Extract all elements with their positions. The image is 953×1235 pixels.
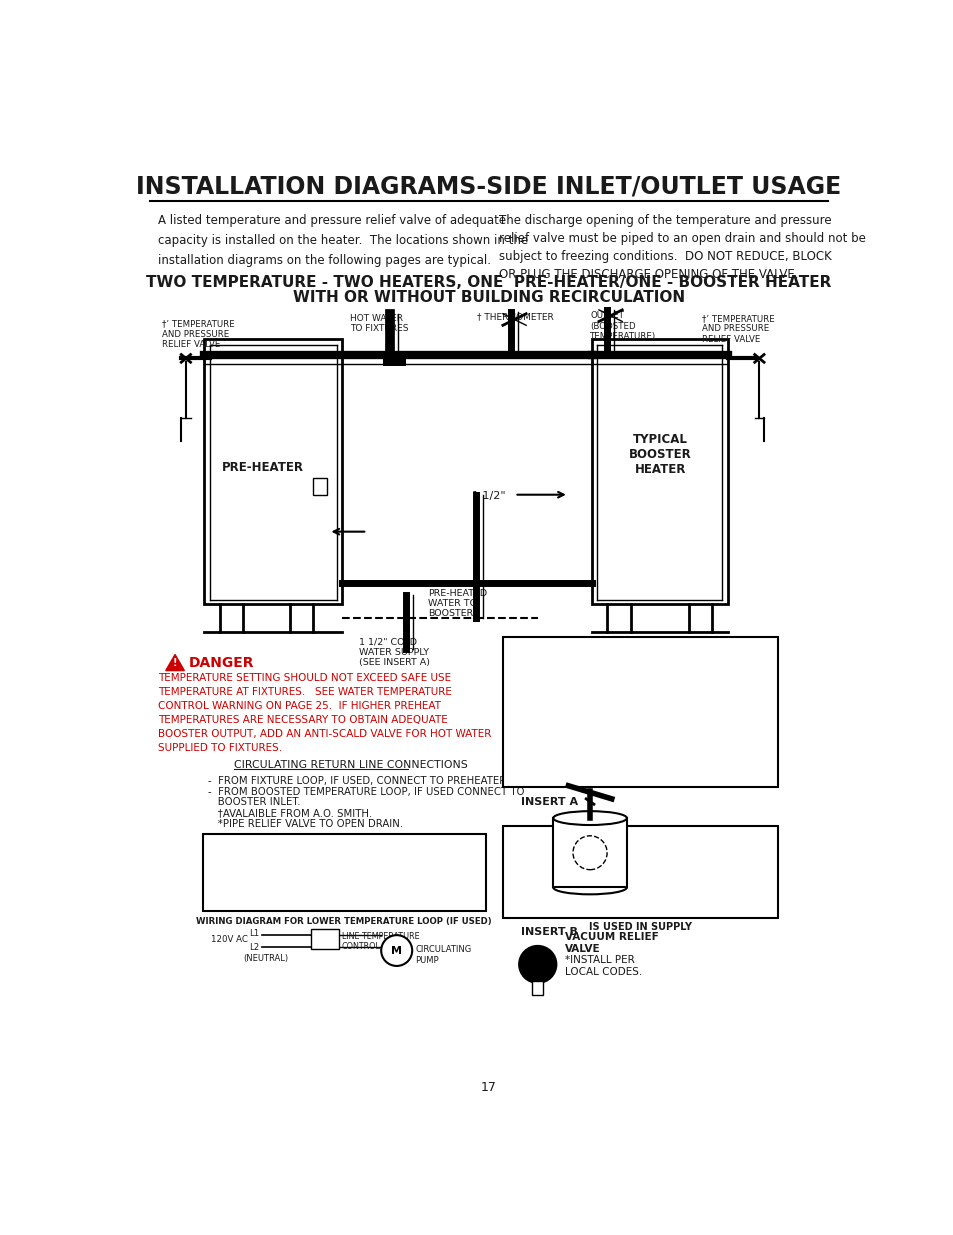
Text: The discharge opening of the temperature and pressure
relief valve must be piped: The discharge opening of the temperature…	[498, 214, 865, 280]
Text: !: !	[172, 658, 177, 668]
Text: INSERT A: INSERT A	[520, 797, 578, 806]
Text: BOOSTER INLET.: BOOSTER INLET.	[208, 798, 300, 808]
Bar	[502, 826, 778, 918]
Text: OUTLET
(BOOSTED
TEMPERATURE): OUTLET (BOOSTED TEMPERATURE)	[590, 311, 656, 341]
Text: 1 1/2": 1 1/2"	[472, 492, 505, 501]
Text: INSTALLATION DIAGRAMS-SIDE INLET/OUTLET USAGE: INSTALLATION DIAGRAMS-SIDE INLET/OUTLET …	[136, 174, 841, 199]
Text: VACUUM RELIEF
VALVE: VACUUM RELIEF VALVE	[564, 932, 658, 953]
Text: HOT WATER
TO FIXTURES: HOT WATER TO FIXTURES	[350, 314, 408, 333]
Text: DANGER: DANGER	[189, 656, 254, 669]
Text: A listed temperature and pressure relief valve of adequate
capacity is installed: A listed temperature and pressure relief…	[158, 214, 528, 267]
Text: 1 1/2" COLD
WATER SUPPLY
(SEE INSERT A): 1 1/2" COLD WATER SUPPLY (SEE INSERT A)	[359, 637, 430, 667]
Bar	[502, 637, 778, 787]
Text: †’ TEMPERATURE
AND PRESSURE
RELIEF VALVE: †’ TEMPERATURE AND PRESSURE RELIEF VALVE	[701, 314, 774, 343]
Polygon shape	[382, 352, 406, 366]
Text: -  FROM BOOSTED TEMPERATURE LOOP, IF USED CONNECT TO: - FROM BOOSTED TEMPERATURE LOOP, IF USED…	[208, 787, 524, 797]
Text: †AVALAIBLE FROM A.O. SMITH.: †AVALAIBLE FROM A.O. SMITH.	[208, 808, 372, 818]
Text: (NEUTRAL): (NEUTRAL)	[243, 953, 288, 963]
Text: INSERT B: INSERT B	[520, 927, 577, 937]
Text: 17: 17	[480, 1081, 497, 1094]
Text: CIRCULATING
PUMP: CIRCULATING PUMP	[415, 945, 471, 965]
Text: *INSTALL PER
LOCAL CODES.: *INSTALL PER LOCAL CODES.	[564, 955, 641, 977]
Circle shape	[381, 935, 412, 966]
Bar	[204, 340, 342, 604]
Text: † THERMOMETER: † THERMOMETER	[476, 312, 554, 321]
Bar	[203, 834, 485, 910]
Text: L1: L1	[249, 929, 259, 939]
Text: LINE TEMPERATURE
CONTROL: LINE TEMPERATURE CONTROL	[341, 932, 419, 951]
Bar	[553, 818, 626, 888]
Text: CIRCULATING RETURN LINE CONNECTIONS: CIRCULATING RETURN LINE CONNECTIONS	[233, 760, 467, 769]
Text: INSTALL THERMAL EXPANSION
TANK IF CHECK VALVE OR
PRESSURE REDUCING VALVE
IS USED: INSTALL THERMAL EXPANSION TANK IF CHECK …	[556, 888, 722, 932]
Text: -  FROM FIXTURE LOOP, IF USED, CONNECT TO PREHEATER INLET.: - FROM FIXTURE LOOP, IF USED, CONNECT TO…	[208, 776, 540, 785]
Text: PRE-HEATED
WATER TO
BOOSTER: PRE-HEATED WATER TO BOOSTER	[427, 589, 486, 619]
Text: TEMPERATURE SETTING SHOULD NOT EXCEED SAFE USE
TEMPERATURE AT FIXTURES.   SEE WA: TEMPERATURE SETTING SHOULD NOT EXCEED SA…	[158, 673, 491, 753]
Ellipse shape	[553, 811, 626, 825]
Text: †’ TEMPERATURE
AND PRESSURE
RELIEF VALVE: †’ TEMPERATURE AND PRESSURE RELIEF VALVE	[162, 319, 234, 350]
Text: TYPICAL
BOOSTER
HEATER: TYPICAL BOOSTER HEATER	[628, 433, 691, 477]
Text: TWO TEMPERATURE - TWO HEATERS, ONE  PRE-HEATER/ONE - BOOSTER HEATER: TWO TEMPERATURE - TWO HEATERS, ONE PRE-H…	[146, 275, 831, 290]
Text: L2: L2	[249, 944, 259, 952]
Text: M: M	[391, 946, 402, 956]
Text: PRE-HEATER: PRE-HEATER	[221, 461, 303, 474]
Bar	[313, 478, 327, 495]
Text: WITH OR WITHOUT BUILDING RECIRCULATION: WITH OR WITHOUT BUILDING RECIRCULATION	[293, 290, 684, 305]
Text: INSTALL IN ACCORDANCE WITH LOCAL CODES.: INSTALL IN ACCORDANCE WITH LOCAL CODES.	[208, 834, 469, 844]
Text: 120V AC: 120V AC	[211, 935, 248, 945]
Bar	[311, 929, 339, 948]
Text: WIRING DIAGRAM FOR LOWER TEMPERATURE LOOP (IF USED): WIRING DIAGRAM FOR LOWER TEMPERATURE LOO…	[196, 916, 492, 926]
Bar	[592, 340, 727, 604]
Text: *PIPE RELIEF VALVE TO OPEN DRAIN.: *PIPE RELIEF VALVE TO OPEN DRAIN.	[208, 819, 403, 829]
Polygon shape	[166, 655, 184, 671]
Circle shape	[518, 946, 556, 983]
Bar	[532, 982, 542, 995]
